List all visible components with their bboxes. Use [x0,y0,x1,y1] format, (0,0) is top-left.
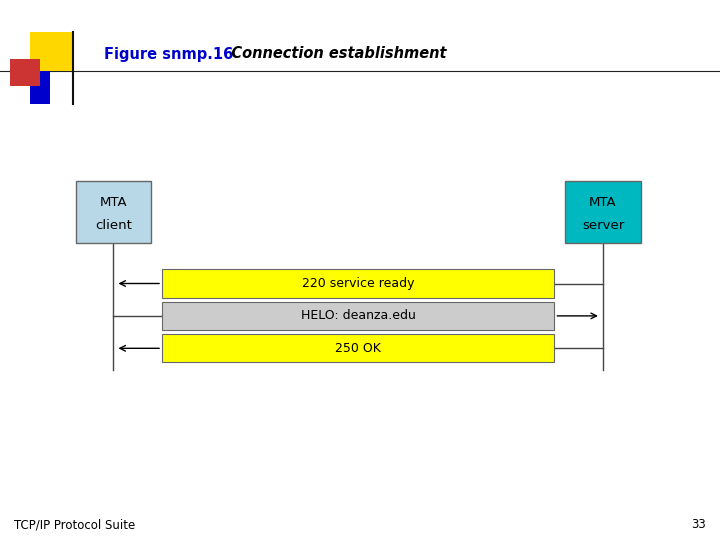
Text: MTA: MTA [589,196,617,209]
Text: MTA: MTA [99,196,127,209]
Text: client: client [95,219,132,232]
Text: Connection establishment: Connection establishment [216,46,446,62]
Bar [565,181,641,243]
Bar [30,32,73,71]
Text: server: server [582,219,624,232]
Text: 250 OK: 250 OK [336,342,381,355]
Bar [10,59,40,86]
Text: 33: 33 [691,518,706,531]
Text: 220 service ready: 220 service ready [302,277,415,290]
Bar [162,269,554,298]
Bar [30,71,50,104]
Text: HELO: deanza.edu: HELO: deanza.edu [301,309,415,322]
Bar [162,334,554,362]
Bar [162,302,554,330]
Text: Figure snmp.16: Figure snmp.16 [104,46,234,62]
Text: TCP/IP Protocol Suite: TCP/IP Protocol Suite [14,518,135,531]
Bar [76,181,151,243]
